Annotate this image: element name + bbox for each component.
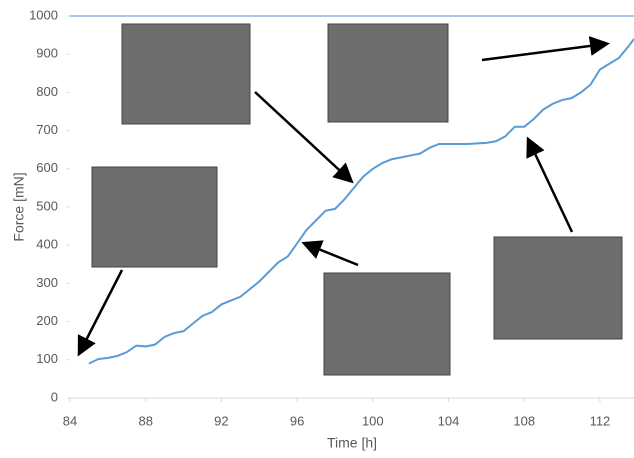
y-tick-label: 600: [36, 160, 58, 175]
x-tick-label: 104: [438, 413, 460, 428]
y-tick-label: 1000: [29, 7, 58, 22]
x-axis-label: Time [h]: [327, 435, 377, 451]
x-tick-label: 108: [513, 413, 535, 428]
y-tick-label: 500: [36, 198, 58, 213]
photo: [122, 24, 250, 124]
y-tick-label: 400: [36, 237, 58, 252]
photo: [494, 237, 622, 339]
y-tick-label: 100: [36, 351, 58, 366]
x-tick-label: 88: [138, 413, 152, 428]
chart: 0 100 200 300 400 500 600 700 800 900 1000 84 88 92 96…: [0, 0, 634, 458]
y-tick-label: 900: [36, 46, 58, 61]
y-tick-label: 200: [36, 313, 58, 328]
photo: [328, 24, 448, 122]
x-tick-label: 112: [590, 413, 611, 428]
x-tick-label: 92: [214, 413, 228, 428]
arrow: [482, 44, 605, 60]
photo: [92, 167, 217, 267]
arrow: [80, 270, 122, 352]
photo: [324, 273, 450, 375]
y-axis-label: Force [mN]: [11, 172, 27, 241]
y-tick-label: 800: [36, 84, 58, 99]
y-tick-label: 300: [36, 275, 58, 290]
arrow: [306, 244, 358, 265]
x-tick-label: 84: [63, 413, 77, 428]
x-tick-label: 100: [362, 413, 384, 428]
arrow: [529, 141, 572, 232]
y-tick-label: 700: [36, 122, 58, 137]
y-tick-label: 0: [51, 389, 58, 404]
x-tick-label: 96: [290, 413, 304, 428]
